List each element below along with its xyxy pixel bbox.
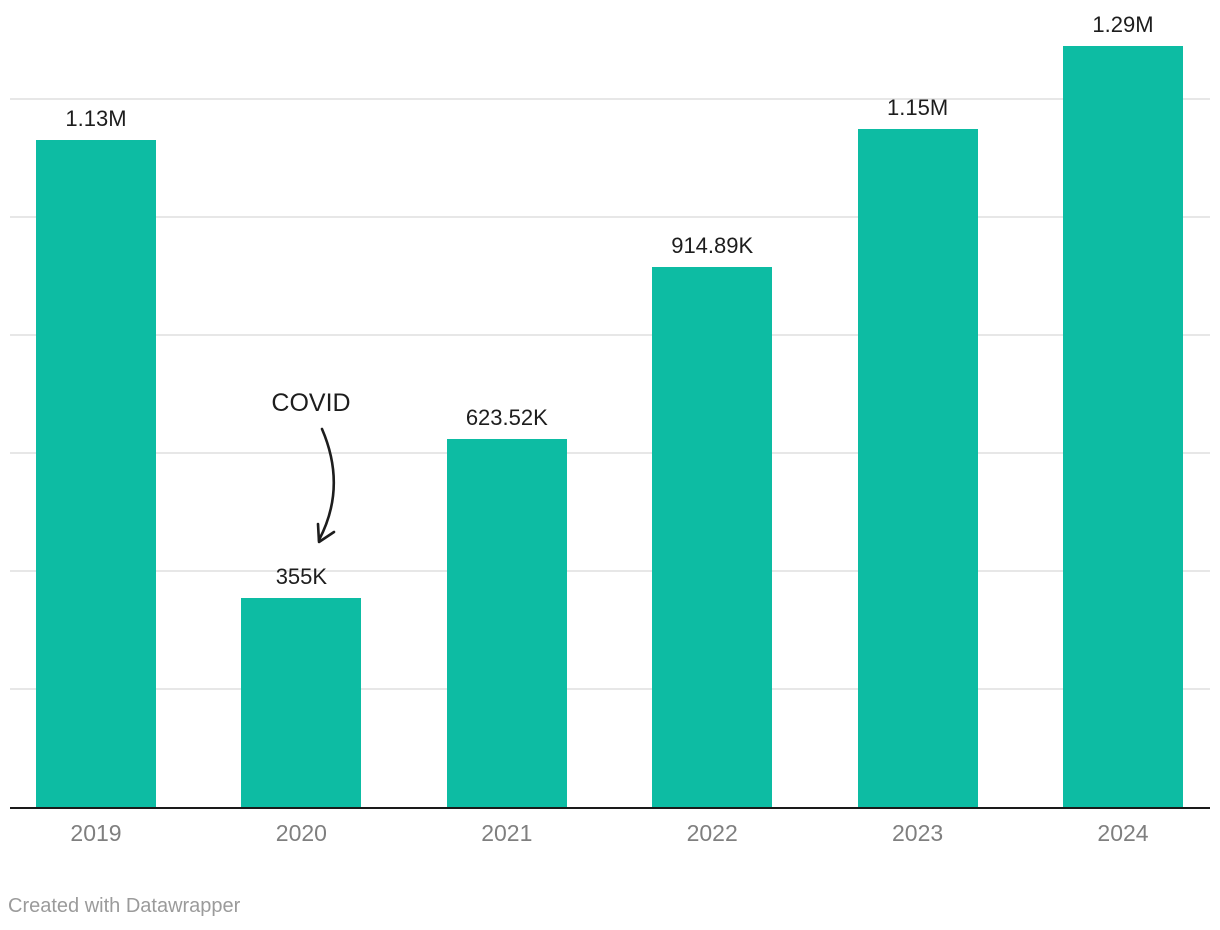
bar-2024[interactable]	[1063, 46, 1183, 807]
gridline	[10, 452, 1210, 455]
bar-2023[interactable]	[857, 128, 978, 807]
bar-value-label: 355K	[275, 563, 328, 589]
bar-value-label: 1.29M	[1092, 12, 1154, 37]
bar-2019[interactable]	[36, 140, 156, 807]
gridline	[10, 98, 1210, 101]
bar-2020[interactable]	[241, 597, 362, 807]
x-axis-label-2020: 2020	[275, 820, 327, 846]
x-axis-label-2022: 2022	[686, 820, 738, 846]
gridline	[10, 216, 1210, 219]
x-axis-label-2021: 2021	[481, 820, 533, 846]
covid-annotation-label: COVID	[271, 389, 351, 417]
gridline	[10, 334, 1210, 337]
bar-value-label: 914.89K	[671, 233, 754, 259]
datawrapper-credit-link[interactable]: Created with Datawrapper	[8, 895, 241, 917]
bar-value-label: 1.13M	[65, 106, 127, 132]
x-axis-label-2019: 2019	[70, 820, 122, 846]
covid-arrow-curve	[317, 427, 336, 542]
bar-value-label: 1.15M	[887, 94, 949, 120]
gridline	[10, 570, 1210, 573]
x-axis-line	[10, 806, 1210, 809]
bar-2022[interactable]	[652, 267, 773, 807]
x-axis-label-2023: 2023	[892, 820, 944, 846]
bar-value-label: 623.52K	[465, 405, 548, 431]
x-axis-label-2024: 2024	[1097, 820, 1149, 846]
bar-2021[interactable]	[446, 439, 567, 807]
gridline	[10, 688, 1210, 690]
covid-arrow-head	[316, 522, 336, 544]
